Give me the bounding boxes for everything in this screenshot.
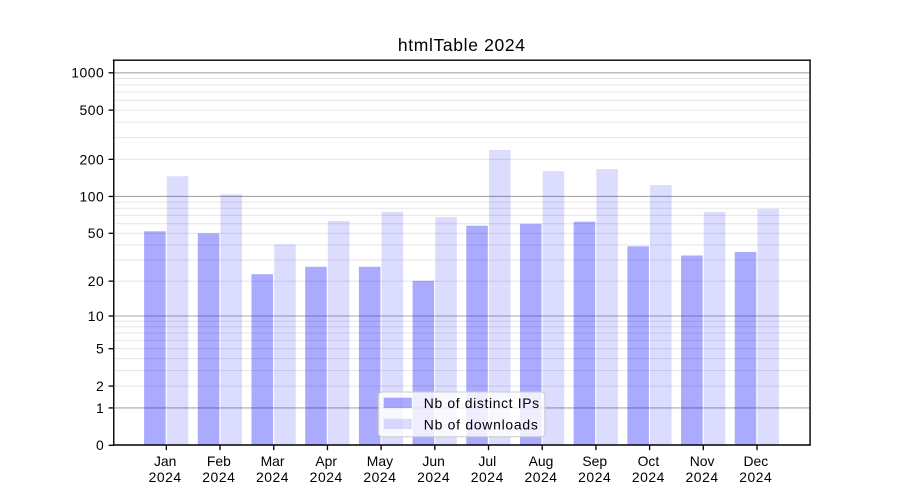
svg-text:2: 2 — [96, 378, 104, 394]
svg-text:500: 500 — [79, 102, 104, 118]
svg-text:2024: 2024 — [310, 469, 343, 485]
svg-text:Nov: Nov — [690, 453, 715, 469]
svg-text:Mar: Mar — [261, 453, 285, 469]
svg-text:200: 200 — [79, 151, 104, 167]
svg-text:Jan: Jan — [154, 453, 176, 469]
svg-text:2024: 2024 — [686, 469, 719, 485]
svg-text:2024: 2024 — [363, 469, 396, 485]
svg-text:Nb of downloads: Nb of downloads — [424, 416, 539, 432]
svg-text:2024: 2024 — [739, 469, 772, 485]
svg-text:1000: 1000 — [71, 65, 104, 81]
svg-text:htmlTable 2024: htmlTable 2024 — [398, 35, 526, 55]
svg-text:2024: 2024 — [149, 469, 182, 485]
svg-text:Apr: Apr — [315, 453, 337, 469]
svg-text:Oct: Oct — [638, 453, 660, 469]
svg-text:Dec: Dec — [743, 453, 768, 469]
svg-text:Nb of distinct IPs: Nb of distinct IPs — [424, 395, 540, 411]
svg-text:10: 10 — [88, 308, 105, 324]
svg-text:2024: 2024 — [256, 469, 289, 485]
svg-text:Sep: Sep — [582, 453, 607, 469]
svg-text:20: 20 — [88, 273, 105, 289]
svg-text:2024: 2024 — [471, 469, 504, 485]
svg-text:2024: 2024 — [524, 469, 557, 485]
svg-text:0: 0 — [96, 437, 104, 453]
svg-text:50: 50 — [88, 225, 105, 241]
svg-text:May: May — [367, 453, 393, 469]
svg-text:5: 5 — [96, 341, 104, 357]
svg-text:Aug: Aug — [529, 453, 554, 469]
svg-text:2024: 2024 — [578, 469, 611, 485]
svg-text:Jul: Jul — [478, 453, 496, 469]
svg-text:2024: 2024 — [632, 469, 665, 485]
svg-text:Jun: Jun — [422, 453, 444, 469]
svg-text:1: 1 — [96, 400, 104, 416]
svg-text:2024: 2024 — [202, 469, 235, 485]
svg-text:2024: 2024 — [417, 469, 450, 485]
svg-text:Feb: Feb — [207, 453, 231, 469]
svg-text:100: 100 — [79, 188, 104, 204]
